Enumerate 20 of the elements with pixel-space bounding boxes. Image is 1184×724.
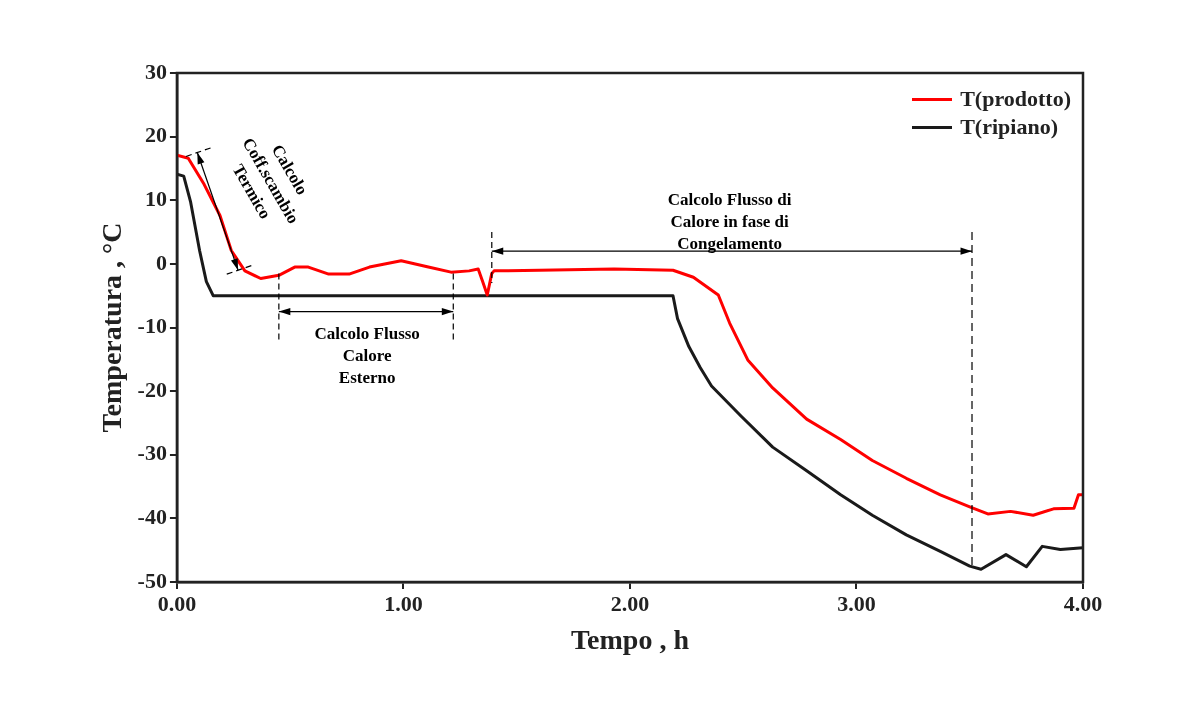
- y-axis-title: Temperatura , °C: [96, 222, 128, 433]
- x-tick-label: 1.00: [384, 590, 423, 616]
- legend-label: T(ripiano): [960, 114, 1058, 140]
- annotation: Calcolo Flusso di Calore in fase di Congelamento: [667, 189, 792, 253]
- y-tick-label: -30: [137, 440, 167, 466]
- y-tick-label: -20: [137, 376, 167, 402]
- annotation: Calcolo Flusso Calore Esterno: [314, 324, 420, 388]
- x-tick-label: 4.00: [1063, 590, 1103, 616]
- y-tick-label: 10: [144, 185, 167, 211]
- y-tick-label: -40: [137, 504, 167, 530]
- y-tick-label: 30: [144, 58, 167, 84]
- x-tick-label: 0.00: [157, 590, 197, 616]
- x-tick-label: 2.00: [610, 590, 650, 616]
- x-tick-label: 3.00: [837, 590, 876, 616]
- y-tick-label: -10: [137, 313, 167, 339]
- y-tick-label: 20: [144, 122, 167, 148]
- x-axis-title: Tempo , h: [570, 624, 690, 656]
- legend-label: T(prodotto): [960, 86, 1071, 112]
- y-tick-label: -50: [137, 567, 167, 593]
- y-tick-label: 0: [155, 249, 167, 275]
